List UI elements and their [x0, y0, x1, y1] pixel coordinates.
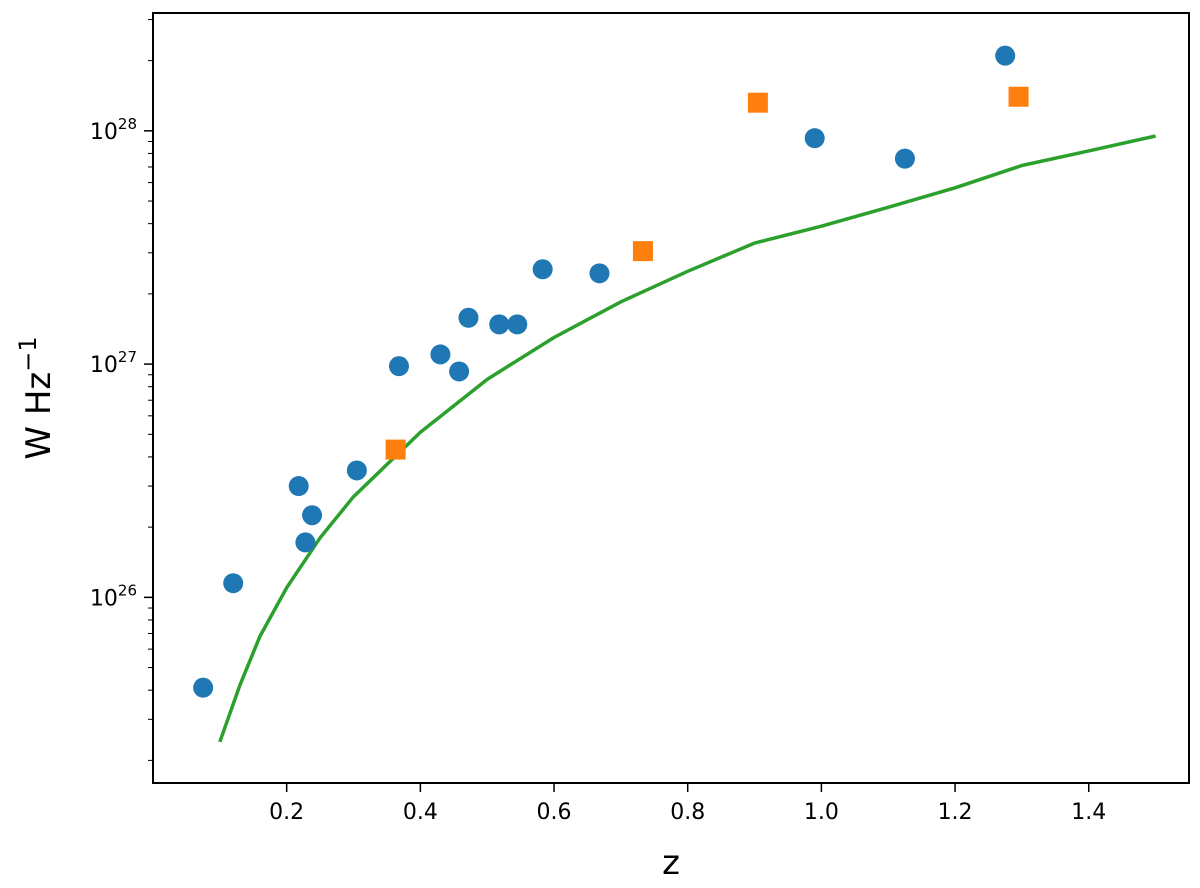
data-point-circle [589, 263, 610, 284]
data-point-circle [449, 361, 470, 382]
data-point-square [385, 439, 406, 460]
y-tick-label-exponent: 26 [118, 581, 137, 599]
plot-area [193, 45, 1156, 743]
y-tick-label-exponent: 27 [118, 348, 137, 366]
data-point-circle [295, 532, 316, 553]
plot-frame [152, 12, 1190, 784]
data-point-circle [288, 476, 309, 497]
x-tick-label: 1.0 [804, 800, 839, 825]
x-axis: 0.2 0.4 0.6 0.8 1.0 1.2 1.4 [269, 783, 1106, 825]
data-point-square [1008, 86, 1029, 107]
data-point-circle [223, 573, 244, 594]
x-axis-label: z [662, 843, 680, 883]
data-point-circle [458, 307, 479, 328]
data-point-circle [507, 314, 528, 335]
data-point-circle [894, 148, 915, 169]
data-point-circle [388, 356, 409, 377]
y-tick-label: 1026 [90, 581, 137, 611]
x-tick-label: 0.6 [537, 800, 572, 825]
x-tick-label: 0.2 [269, 800, 304, 825]
data-point-circle [302, 505, 323, 526]
y-tick-label-base: 10 [90, 353, 118, 378]
y-axis-label-exponent: −1 [14, 336, 42, 371]
y-tick-label-exponent: 28 [118, 115, 137, 133]
data-point-circle [430, 344, 451, 365]
y-tick-label-base: 10 [90, 586, 118, 611]
x-tick-label: 1.4 [1071, 800, 1106, 825]
y-tick-label-base: 10 [90, 120, 118, 145]
y-axis-label: W Hz−1 [14, 336, 59, 459]
data-point-circle [346, 460, 367, 481]
data-point-circle [193, 677, 214, 698]
y-axis-label-base: W Hz [19, 372, 59, 460]
data-point-square [747, 92, 768, 113]
data-point-circle [995, 45, 1016, 66]
data-point-square [632, 241, 653, 262]
model-curve [218, 134, 1156, 743]
x-tick-label: 0.4 [403, 800, 438, 825]
x-tick-label: 1.2 [938, 800, 973, 825]
data-point-circle [804, 128, 825, 149]
y-tick-label: 1027 [90, 348, 137, 378]
data-point-circle [489, 314, 510, 335]
x-tick-label: 0.8 [670, 800, 705, 825]
data-point-circle [532, 259, 553, 280]
y-tick-label: 1028 [90, 115, 137, 145]
